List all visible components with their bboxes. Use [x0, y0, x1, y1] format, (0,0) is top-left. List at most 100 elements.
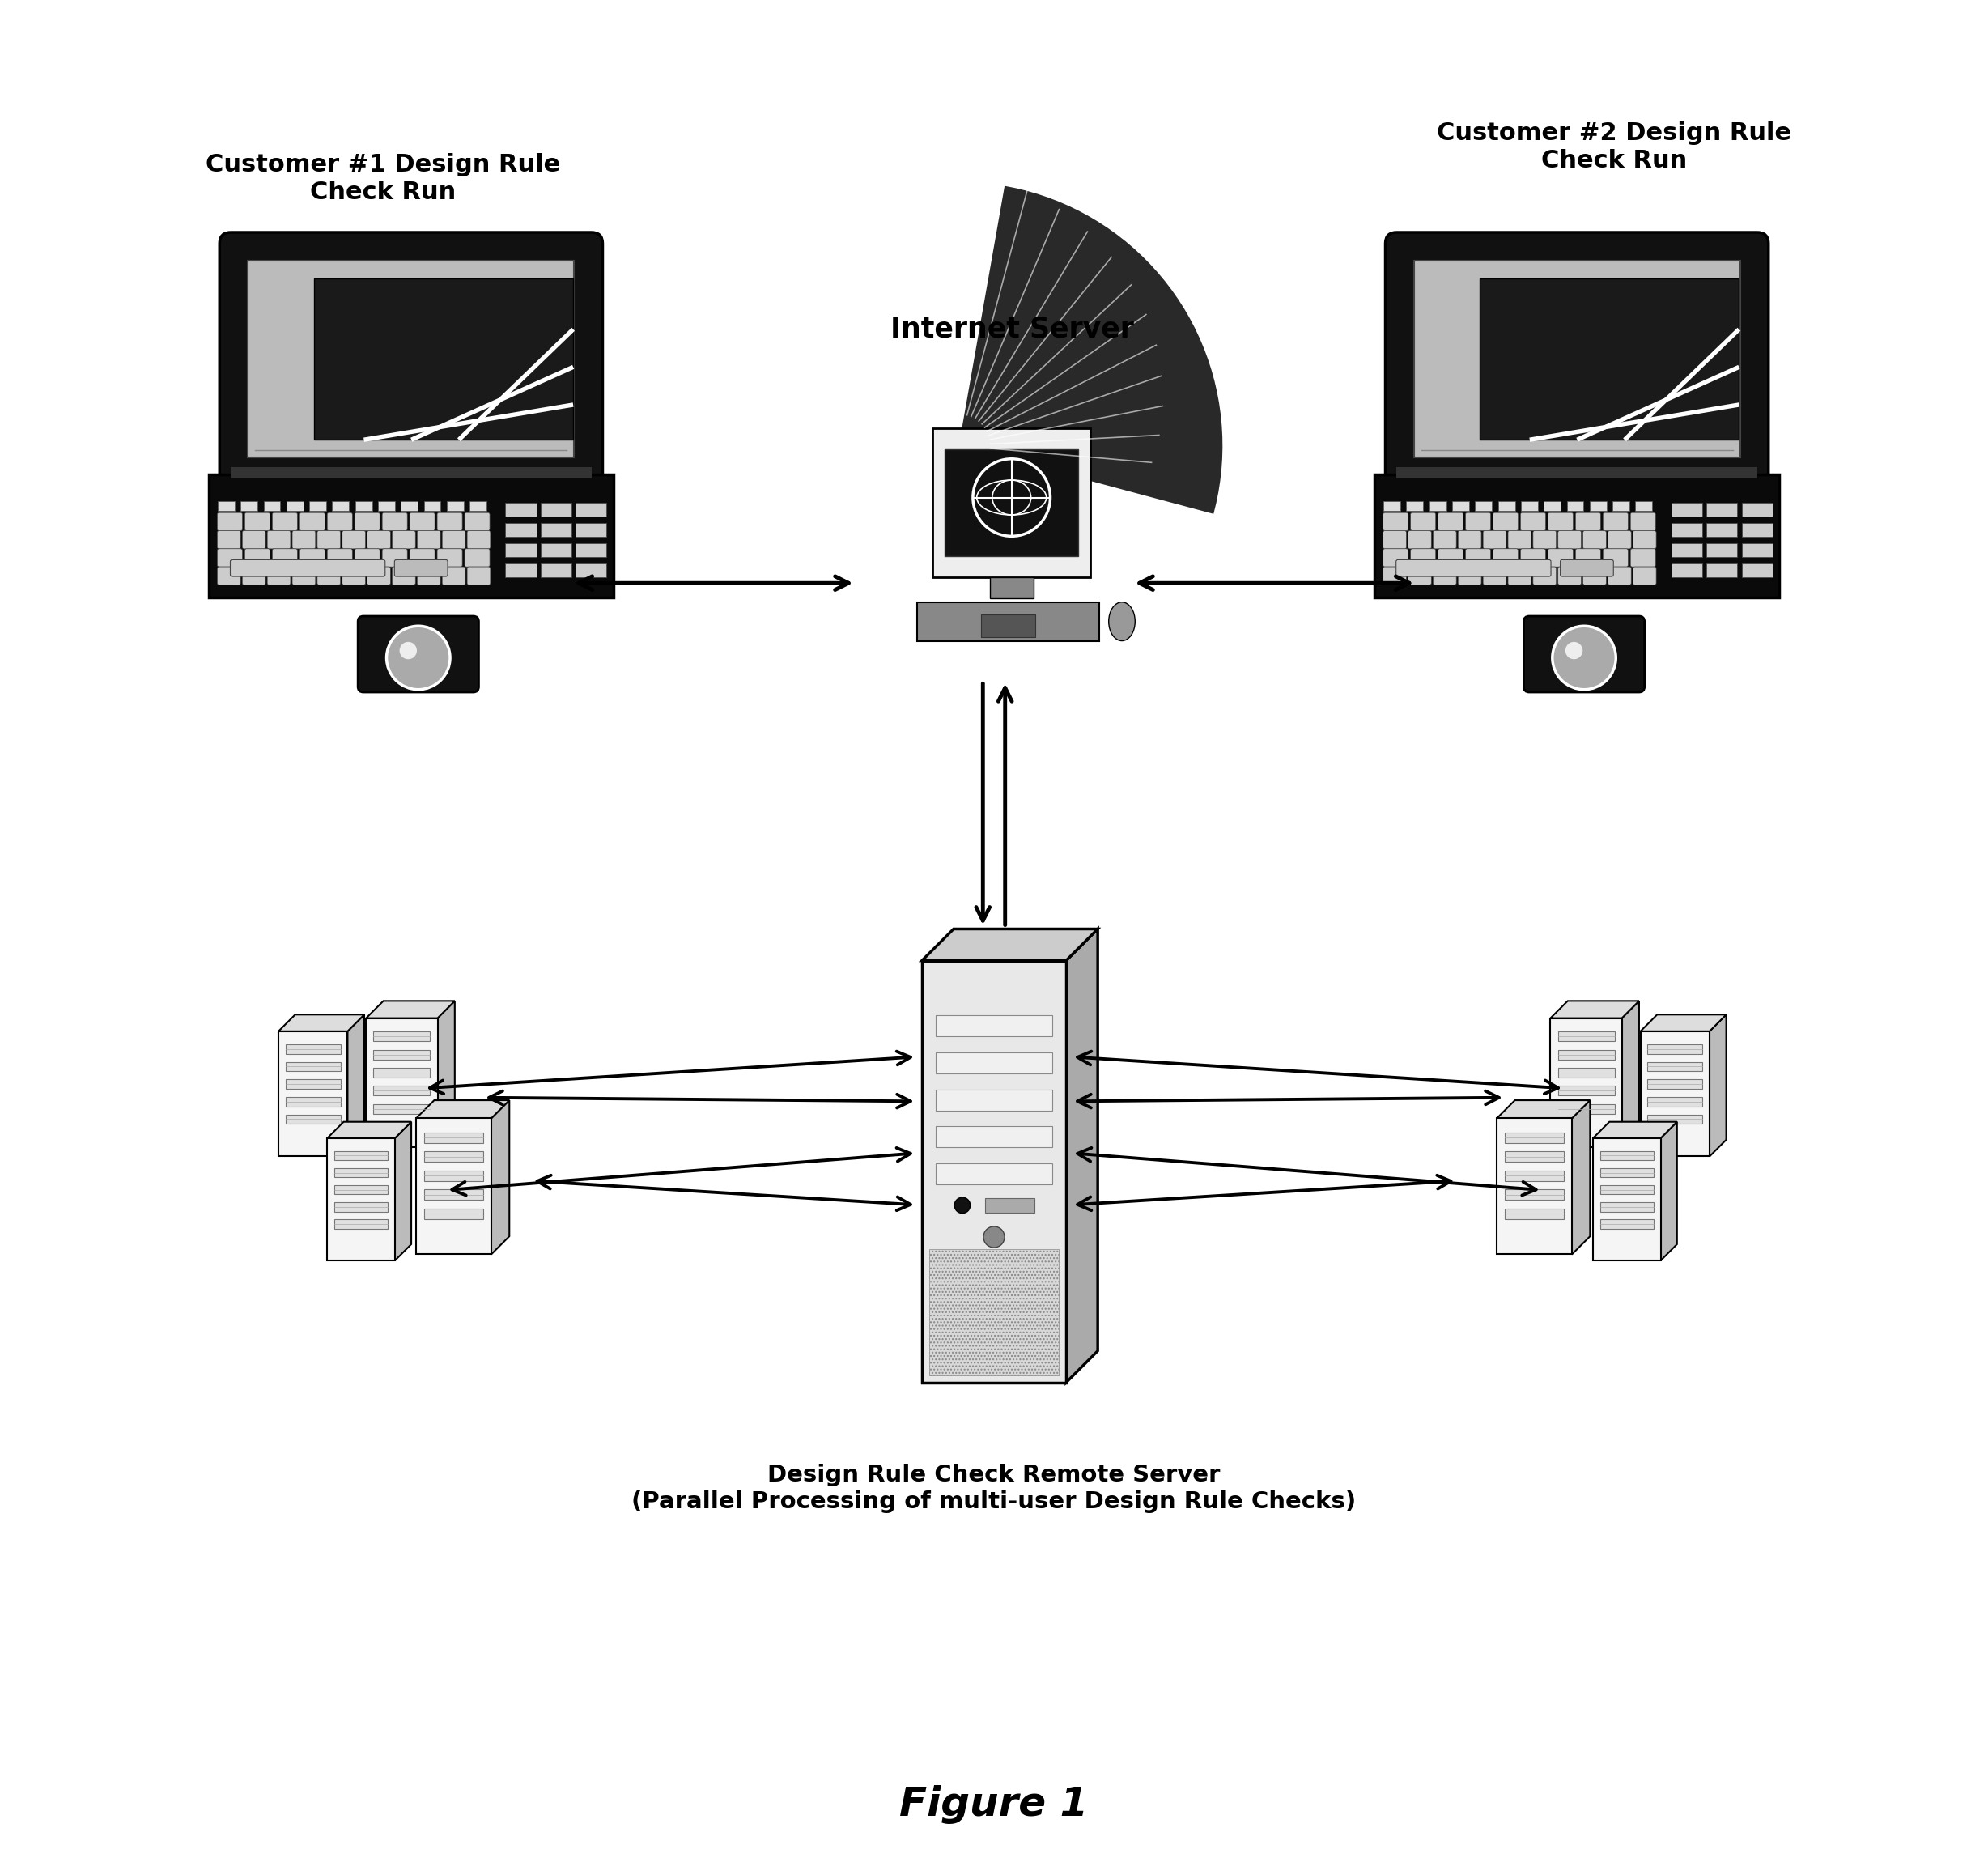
FancyBboxPatch shape — [368, 566, 390, 585]
FancyBboxPatch shape — [217, 501, 235, 512]
FancyBboxPatch shape — [410, 512, 435, 531]
FancyBboxPatch shape — [577, 503, 606, 518]
FancyBboxPatch shape — [437, 549, 463, 566]
FancyBboxPatch shape — [1497, 1119, 1573, 1255]
FancyBboxPatch shape — [467, 566, 491, 585]
FancyBboxPatch shape — [577, 562, 606, 577]
FancyBboxPatch shape — [243, 531, 266, 549]
FancyBboxPatch shape — [378, 501, 396, 512]
FancyBboxPatch shape — [1396, 560, 1551, 577]
FancyBboxPatch shape — [423, 1171, 483, 1181]
FancyBboxPatch shape — [1483, 531, 1507, 549]
FancyBboxPatch shape — [217, 531, 241, 549]
FancyBboxPatch shape — [1559, 1086, 1614, 1095]
FancyBboxPatch shape — [1551, 1019, 1622, 1147]
FancyBboxPatch shape — [402, 501, 417, 512]
FancyBboxPatch shape — [577, 544, 606, 557]
FancyBboxPatch shape — [217, 566, 241, 585]
FancyBboxPatch shape — [1602, 512, 1628, 531]
FancyBboxPatch shape — [217, 549, 243, 566]
FancyBboxPatch shape — [467, 531, 491, 549]
Circle shape — [984, 1227, 1004, 1248]
FancyBboxPatch shape — [1561, 560, 1614, 577]
FancyBboxPatch shape — [374, 1086, 429, 1095]
FancyBboxPatch shape — [356, 501, 372, 512]
FancyBboxPatch shape — [1608, 531, 1632, 549]
FancyBboxPatch shape — [1559, 1050, 1614, 1059]
FancyBboxPatch shape — [505, 544, 537, 557]
FancyBboxPatch shape — [916, 601, 1099, 641]
FancyBboxPatch shape — [1567, 501, 1584, 512]
Ellipse shape — [1109, 601, 1135, 641]
FancyBboxPatch shape — [209, 475, 612, 598]
FancyBboxPatch shape — [1411, 549, 1435, 566]
FancyBboxPatch shape — [1549, 512, 1573, 531]
Polygon shape — [1497, 1100, 1590, 1119]
Polygon shape — [1660, 1121, 1678, 1261]
FancyBboxPatch shape — [342, 566, 366, 585]
FancyBboxPatch shape — [1600, 1167, 1654, 1177]
FancyBboxPatch shape — [1384, 566, 1406, 585]
FancyBboxPatch shape — [423, 1151, 483, 1162]
FancyBboxPatch shape — [936, 1127, 1052, 1147]
FancyBboxPatch shape — [374, 1050, 429, 1059]
FancyBboxPatch shape — [245, 512, 270, 531]
FancyBboxPatch shape — [1549, 549, 1573, 566]
FancyBboxPatch shape — [541, 503, 571, 518]
FancyBboxPatch shape — [1521, 501, 1539, 512]
FancyBboxPatch shape — [1396, 467, 1757, 479]
Polygon shape — [491, 1100, 509, 1255]
FancyBboxPatch shape — [1559, 566, 1580, 585]
FancyBboxPatch shape — [314, 277, 573, 439]
Circle shape — [1565, 642, 1582, 659]
FancyBboxPatch shape — [1648, 1097, 1702, 1106]
FancyBboxPatch shape — [1600, 1151, 1654, 1160]
FancyBboxPatch shape — [1521, 549, 1545, 566]
FancyBboxPatch shape — [541, 523, 571, 536]
FancyBboxPatch shape — [936, 1089, 1052, 1110]
FancyBboxPatch shape — [342, 531, 366, 549]
FancyBboxPatch shape — [272, 512, 298, 531]
FancyBboxPatch shape — [986, 1199, 1034, 1212]
FancyBboxPatch shape — [1574, 549, 1600, 566]
FancyBboxPatch shape — [1590, 501, 1606, 512]
FancyBboxPatch shape — [1582, 531, 1606, 549]
Polygon shape — [1066, 929, 1097, 1383]
FancyBboxPatch shape — [1672, 503, 1702, 518]
FancyBboxPatch shape — [1411, 512, 1435, 531]
FancyBboxPatch shape — [541, 562, 571, 577]
FancyBboxPatch shape — [392, 566, 415, 585]
FancyBboxPatch shape — [1636, 501, 1652, 512]
FancyBboxPatch shape — [936, 1052, 1052, 1074]
FancyBboxPatch shape — [318, 531, 340, 549]
FancyBboxPatch shape — [292, 531, 316, 549]
FancyBboxPatch shape — [300, 549, 324, 566]
FancyBboxPatch shape — [505, 503, 537, 518]
FancyBboxPatch shape — [286, 1061, 340, 1071]
FancyBboxPatch shape — [1509, 566, 1531, 585]
FancyBboxPatch shape — [392, 531, 415, 549]
FancyBboxPatch shape — [423, 1132, 483, 1143]
FancyBboxPatch shape — [1413, 261, 1740, 456]
Circle shape — [1553, 626, 1616, 689]
FancyBboxPatch shape — [1706, 523, 1738, 536]
FancyBboxPatch shape — [1582, 566, 1606, 585]
FancyBboxPatch shape — [1505, 1190, 1565, 1199]
Circle shape — [400, 642, 417, 659]
FancyBboxPatch shape — [374, 1032, 429, 1041]
Polygon shape — [1640, 1015, 1726, 1032]
FancyBboxPatch shape — [1648, 1061, 1702, 1071]
FancyBboxPatch shape — [1672, 562, 1702, 577]
FancyBboxPatch shape — [241, 501, 258, 512]
Text: Design Rule Check Remote Server
(Parallel Processing of multi-user Design Rule C: Design Rule Check Remote Server (Paralle… — [632, 1464, 1356, 1514]
FancyBboxPatch shape — [358, 616, 479, 693]
FancyBboxPatch shape — [292, 566, 316, 585]
FancyBboxPatch shape — [1632, 531, 1656, 549]
Polygon shape — [437, 1002, 455, 1147]
FancyBboxPatch shape — [1608, 566, 1632, 585]
FancyBboxPatch shape — [354, 549, 380, 566]
FancyBboxPatch shape — [1384, 512, 1408, 531]
Polygon shape — [1622, 1002, 1638, 1147]
FancyBboxPatch shape — [1741, 523, 1773, 536]
FancyBboxPatch shape — [1376, 475, 1779, 598]
